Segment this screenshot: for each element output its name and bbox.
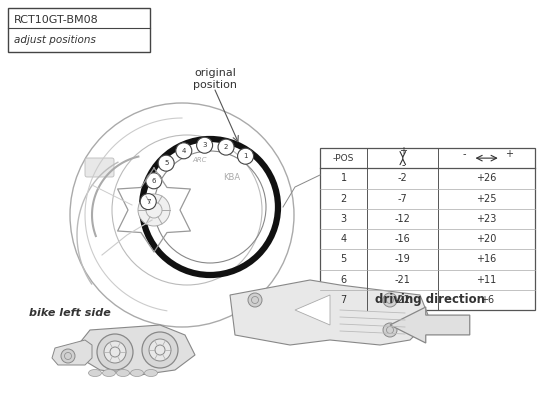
Text: 3: 3 — [340, 214, 347, 224]
Text: +: + — [505, 149, 512, 159]
Text: +26: +26 — [477, 173, 497, 184]
Text: adjust positions: adjust positions — [14, 35, 96, 45]
Ellipse shape — [130, 369, 143, 376]
Ellipse shape — [144, 369, 157, 376]
Text: bike left side: bike left side — [29, 308, 111, 318]
Circle shape — [97, 334, 133, 370]
Text: 5: 5 — [164, 160, 169, 166]
Text: KBA: KBA — [223, 173, 241, 182]
Text: +20: +20 — [477, 234, 497, 244]
Text: -19: -19 — [395, 254, 410, 264]
Text: -: - — [401, 160, 404, 170]
Text: 1: 1 — [340, 173, 347, 184]
Text: 2: 2 — [340, 194, 347, 204]
Text: 4: 4 — [181, 148, 186, 154]
Ellipse shape — [88, 369, 101, 376]
Circle shape — [61, 349, 75, 363]
Circle shape — [158, 155, 174, 171]
Bar — [8, 8, 150, 52]
Text: RCT10GT-BM08: RCT10GT-BM08 — [14, 15, 99, 25]
Text: -7: -7 — [398, 194, 408, 204]
Text: +16: +16 — [477, 254, 497, 264]
Text: 6: 6 — [340, 275, 347, 285]
Circle shape — [237, 148, 254, 164]
Text: -: - — [463, 149, 466, 159]
Text: -22: -22 — [395, 295, 411, 305]
Text: +11: +11 — [477, 275, 497, 285]
Text: 7: 7 — [146, 198, 151, 205]
Text: -16: -16 — [395, 234, 410, 244]
Circle shape — [218, 139, 234, 155]
Circle shape — [248, 293, 262, 307]
Ellipse shape — [102, 369, 115, 376]
Circle shape — [140, 194, 156, 209]
Circle shape — [142, 332, 178, 368]
Circle shape — [104, 341, 126, 363]
Text: ARC: ARC — [193, 157, 207, 163]
Polygon shape — [78, 325, 195, 375]
Text: 6: 6 — [152, 178, 156, 184]
Text: 4: 4 — [340, 234, 347, 244]
Text: 2: 2 — [224, 144, 228, 150]
Text: +6: +6 — [479, 295, 494, 305]
Circle shape — [138, 194, 170, 226]
Circle shape — [146, 173, 162, 189]
Text: -12: -12 — [395, 214, 410, 224]
Text: 5: 5 — [340, 254, 347, 264]
Text: 7: 7 — [340, 295, 347, 305]
Circle shape — [383, 323, 397, 337]
Text: original
position: original position — [193, 68, 237, 90]
Text: 1: 1 — [243, 153, 248, 159]
Text: driving direction: driving direction — [375, 294, 485, 307]
Text: -2: -2 — [398, 173, 408, 184]
Polygon shape — [295, 295, 330, 325]
Polygon shape — [390, 307, 470, 343]
FancyBboxPatch shape — [85, 158, 114, 177]
Text: +23: +23 — [477, 214, 497, 224]
Text: 3: 3 — [202, 142, 207, 148]
Circle shape — [197, 137, 213, 153]
Circle shape — [176, 143, 192, 159]
Text: +25: +25 — [477, 194, 497, 204]
Ellipse shape — [116, 369, 129, 376]
Polygon shape — [52, 340, 92, 365]
Polygon shape — [230, 280, 430, 345]
Circle shape — [149, 339, 171, 361]
Bar — [320, 148, 535, 310]
Circle shape — [383, 293, 397, 307]
Text: -POS: -POS — [333, 154, 354, 163]
Text: -21: -21 — [395, 275, 410, 285]
Text: +: + — [399, 146, 407, 156]
